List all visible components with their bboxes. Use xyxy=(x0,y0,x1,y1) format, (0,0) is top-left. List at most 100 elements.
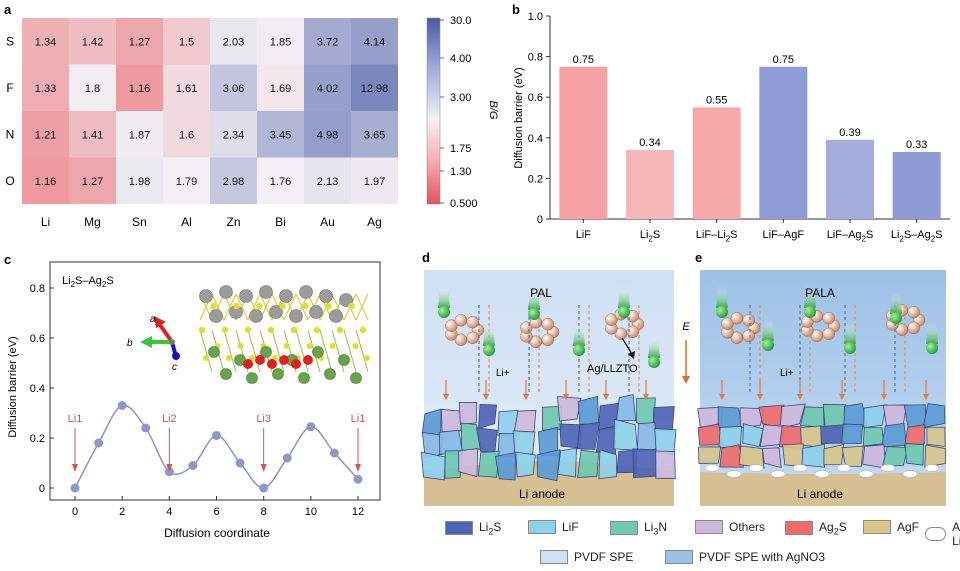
sei-grain xyxy=(515,451,536,478)
current-arrowhead xyxy=(839,394,845,400)
heatmap-cell-value: 1.69 xyxy=(270,83,291,95)
heatmap-col-label: Mg xyxy=(84,215,101,229)
panel-b-y-tick-label: 0.4 xyxy=(528,133,543,145)
bar-category-label: Li2S xyxy=(640,229,660,243)
particle-pointer xyxy=(621,337,633,355)
current-arrowhead xyxy=(757,394,763,400)
sei-grain xyxy=(652,406,675,432)
panel-c-x-tick-label: 2 xyxy=(119,506,125,518)
ag-particle xyxy=(529,335,543,348)
panel-c-point xyxy=(212,431,221,440)
crystal-atom-s xyxy=(325,302,332,310)
current-arrowhead xyxy=(643,394,649,400)
legend-swatch xyxy=(863,520,891,534)
crystal-atom-s xyxy=(233,302,240,310)
crystal-atom-ag xyxy=(259,285,273,299)
panel-b-y-tick-label: 0 xyxy=(537,214,543,226)
crystal-bond xyxy=(295,329,309,373)
ag-li-particle xyxy=(836,464,852,472)
panel-c-point xyxy=(353,474,363,484)
sei-grain xyxy=(458,447,479,478)
field-label: E xyxy=(682,321,690,333)
ag-li-particle xyxy=(748,464,764,472)
lattice-axis-c: c xyxy=(172,362,177,373)
ag-particle xyxy=(822,327,835,341)
panels-d-e-schematic: d e Li+ Li+ PAL PALA Ag/LLZTO Li anode L… xyxy=(420,250,946,506)
heatmap-cell-value: 1.79 xyxy=(176,176,197,188)
sei-grain xyxy=(477,450,500,478)
heatmap-cell xyxy=(22,157,69,204)
heatmap-cell-value: 1.27 xyxy=(129,36,150,48)
crystal-diffusion-site xyxy=(255,355,265,365)
panel-c-line xyxy=(74,404,359,489)
crystal-atom-s xyxy=(244,326,252,334)
heatmap-cell-value: 3.72 xyxy=(317,36,338,48)
heatmap-cell-value: 1.27 xyxy=(82,176,103,188)
panel-c-x-tick-label: 4 xyxy=(166,506,172,518)
sei-grain xyxy=(841,423,864,444)
panel-c-frame xyxy=(49,261,381,501)
heatmap-cell xyxy=(116,18,163,65)
heatmap-cell-value: 1.6 xyxy=(179,129,194,141)
crystal-atom-li xyxy=(208,346,220,358)
crystal-atom-li xyxy=(272,368,284,380)
legend-item: Ag/Ag–Li xyxy=(925,520,960,548)
ag-particle xyxy=(810,329,824,342)
sei-grain xyxy=(862,426,885,447)
panel-c-y-tick-label: 0.4 xyxy=(30,383,45,395)
bar xyxy=(626,149,674,219)
sei-grain xyxy=(512,430,536,457)
crystal-atom-li xyxy=(338,354,350,366)
panel-c-point xyxy=(306,422,316,432)
sei-grain xyxy=(632,448,658,479)
sei-grain xyxy=(719,444,744,468)
legend-swatch xyxy=(528,520,556,534)
colorbar-tick-label: 3.00 xyxy=(450,92,471,104)
site-arrowhead xyxy=(72,464,78,472)
heatmap-cell-value: 2.98 xyxy=(223,176,244,188)
bar xyxy=(826,139,874,219)
panel-b-bars: 0.75 LiF 0.34 Li2S 0.55 LiF–Li2S 0.75 LiF–AgF 0.… xyxy=(559,54,942,243)
heatmap-cell xyxy=(210,157,257,204)
panel-c-y-tick-label: 0.6 xyxy=(30,333,45,345)
panel-e-li-label: Li+ xyxy=(780,368,794,379)
panel-d-content: Li+ xyxy=(420,286,677,506)
lattice-axes-icon: a b c xyxy=(127,314,180,373)
crystal-atom-s xyxy=(221,326,229,334)
heatmap-cell xyxy=(351,18,398,65)
heatmap-col-label: Ag xyxy=(367,215,382,229)
legend-item: PVDF SPE with AgNO3 xyxy=(665,550,825,564)
heatmap-cell-value: 1.34 xyxy=(35,36,56,48)
current-arrowhead xyxy=(603,394,609,400)
crystal-diffusion-site xyxy=(291,359,301,369)
heatmap-col-label: Sn xyxy=(132,215,147,229)
legend-item: Ag2S xyxy=(785,520,847,536)
legend-label: Ag/Ag–Li xyxy=(952,520,960,548)
li-ion-trail xyxy=(483,324,495,346)
heatmap-cell xyxy=(210,111,257,158)
crystal-atom-li xyxy=(260,346,272,358)
sei-grain xyxy=(576,421,601,450)
crystal-atom-s xyxy=(302,302,309,310)
sei-grain xyxy=(577,449,600,478)
li-ion-trail xyxy=(890,292,902,314)
crystal-atom-s xyxy=(279,302,286,310)
li-ion xyxy=(618,306,630,318)
ag-li-particle xyxy=(858,470,874,478)
legend-swatch xyxy=(695,520,723,534)
panel-c-x-tick-label: 0 xyxy=(72,506,78,518)
heatmap-cell xyxy=(304,157,351,204)
panel-c-axes: 0 0.2 0.4 0.6 0.8 0 2 4 6 8 10 12 xyxy=(30,261,381,518)
sei-grain xyxy=(616,394,637,422)
ag-particle xyxy=(730,331,744,344)
crystal-atom-s xyxy=(203,355,209,361)
ag-li-particle xyxy=(792,464,808,472)
legend-item: LiF xyxy=(528,520,579,534)
panel-c-point xyxy=(141,423,151,433)
site-arrowhead xyxy=(166,464,173,472)
ag-particle xyxy=(742,313,755,327)
legend-swatch xyxy=(540,550,568,564)
panel-c-point xyxy=(117,401,127,410)
legend-label: Li3N xyxy=(644,520,668,537)
heatmap-cell-value: 4.02 xyxy=(317,83,338,95)
